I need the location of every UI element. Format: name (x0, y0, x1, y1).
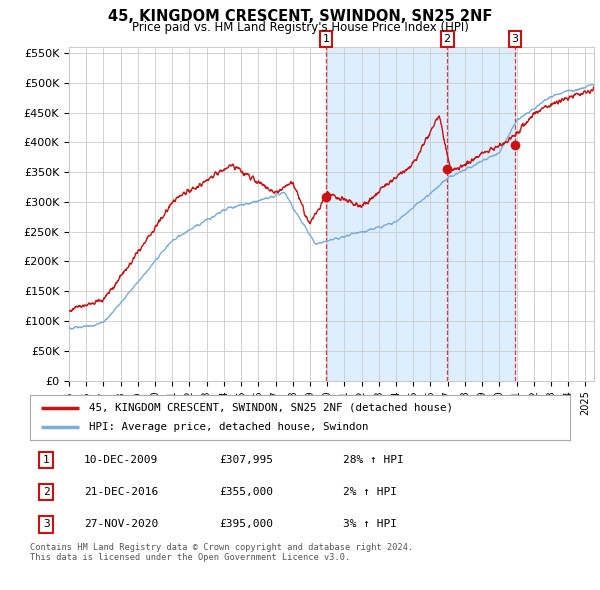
Text: 2: 2 (43, 487, 50, 497)
Bar (326, 47, 515, 381)
Text: 10-DEC-2009: 10-DEC-2009 (84, 455, 158, 465)
Text: 1: 1 (323, 34, 329, 44)
Text: 3: 3 (43, 519, 50, 529)
Text: 45, KINGDOM CRESCENT, SWINDON, SN25 2NF: 45, KINGDOM CRESCENT, SWINDON, SN25 2NF (108, 9, 492, 24)
Text: 45, KINGDOM CRESCENT, SWINDON, SN25 2NF (detached house): 45, KINGDOM CRESCENT, SWINDON, SN25 2NF … (89, 403, 454, 412)
Text: 21-DEC-2016: 21-DEC-2016 (84, 487, 158, 497)
Text: 27-NOV-2020: 27-NOV-2020 (84, 519, 158, 529)
Text: 3: 3 (511, 34, 518, 44)
Text: 28% ↑ HPI: 28% ↑ HPI (343, 455, 404, 465)
Text: 2: 2 (443, 34, 451, 44)
Text: HPI: Average price, detached house, Swindon: HPI: Average price, detached house, Swin… (89, 422, 369, 432)
Text: 3% ↑ HPI: 3% ↑ HPI (343, 519, 397, 529)
Text: Price paid vs. HM Land Registry's House Price Index (HPI): Price paid vs. HM Land Registry's House … (131, 21, 469, 34)
Text: £355,000: £355,000 (219, 487, 273, 497)
Text: £395,000: £395,000 (219, 519, 273, 529)
Text: 2% ↑ HPI: 2% ↑ HPI (343, 487, 397, 497)
Text: £307,995: £307,995 (219, 455, 273, 465)
Text: Contains HM Land Registry data © Crown copyright and database right 2024.
This d: Contains HM Land Registry data © Crown c… (30, 543, 413, 562)
Text: 1: 1 (43, 455, 50, 465)
